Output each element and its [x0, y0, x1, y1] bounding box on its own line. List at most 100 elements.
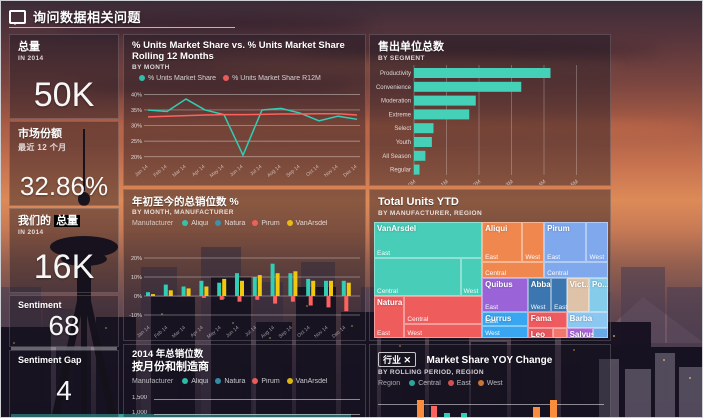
tile-title: 总量: [18, 41, 40, 53]
treemap-cell[interactable]: West: [586, 222, 608, 263]
svg-text:30%: 30%: [131, 124, 142, 130]
tile-column-chart[interactable]: 年初至今的总销位数 % BY MONTH, MANUFACTURER Manuf…: [123, 189, 366, 341]
treemap-cell[interactable]: Aliqui East: [482, 222, 523, 263]
tile-market-share-yoy[interactable]: 行业 ✕ Market Share YOY Change BY ROLLING …: [369, 344, 611, 417]
svg-text:Sep 14: Sep 14: [278, 325, 294, 340]
treemap-cell-region: East: [485, 254, 499, 262]
yoy-bar[interactable]: [550, 400, 557, 417]
svg-text:Apr 14: Apr 14: [191, 164, 206, 178]
svg-text:Productivity: Productivity: [380, 71, 411, 77]
cloud: [301, 43, 661, 57]
yoy-bar[interactable]: [417, 400, 424, 417]
treemap-cell[interactable]: Central: [404, 296, 483, 324]
kpi-value: 4: [56, 375, 72, 407]
legend-label: East: [456, 380, 471, 387]
column-chart[interactable]: 20% 10% 0% -10% Jan 14 Feb 14 Mar 14 Apr 14 May …: [128, 240, 363, 340]
column-bar: [311, 280, 316, 296]
qa-underline: [9, 27, 235, 28]
treemap-cell[interactable]: [553, 327, 567, 338]
treemap-cell[interactable]: Vict...: [566, 278, 590, 312]
column-bar: [257, 275, 262, 296]
column-bar: [163, 284, 168, 296]
legend-dot: [409, 380, 416, 387]
treemap-cell[interactable]: Central: [544, 262, 608, 279]
treemap-cell[interactable]: VanArsdel East: [374, 222, 483, 258]
treemap-cell-name: Vict...: [569, 280, 590, 290]
treemap-cell[interactable]: East: [551, 278, 567, 312]
treemap-cell-name: Abbas: [530, 280, 551, 290]
treemap-cell-region: West: [530, 304, 546, 311]
gridline: [154, 414, 360, 415]
column-bar: [151, 294, 155, 296]
treemap-cell-region: East: [377, 249, 391, 257]
column-bar: [201, 296, 206, 298]
yoy-bar[interactable]: [461, 413, 467, 417]
treemap-cell-region: West: [589, 254, 605, 262]
yoy-bar[interactable]: [533, 407, 540, 417]
svg-text:Dec 14: Dec 14: [331, 325, 347, 340]
chart-title: Market Share YOY Change: [426, 355, 553, 366]
treemap-cell[interactable]: Abbas West: [527, 278, 552, 312]
legend-label: Pirum: [261, 220, 280, 228]
column-bar: [217, 282, 222, 296]
svg-text:0.4M: 0.4M: [534, 179, 548, 185]
treemap-cell[interactable]: Salvus: [566, 327, 594, 338]
speech-bubble-icon: [9, 9, 26, 25]
treemap-cell[interactable]: Fama: [527, 312, 567, 328]
svg-text:Moderation: Moderation: [381, 99, 411, 105]
chart-title: % Units Market Share vs. % Units Market …: [132, 40, 345, 62]
treemap-cell[interactable]: West: [404, 323, 483, 338]
legend-label: % Units Market Share: [148, 74, 217, 82]
svg-text:0.5M: 0.5M: [567, 179, 581, 185]
tile-sentiment-gap[interactable]: Sentiment Gap 4: [9, 350, 119, 417]
yoy-bar[interactable]: [444, 413, 450, 417]
tile-2014-total-units[interactable]: 2014 年总销位数 按月份和制造商 Manufacturer Aliqui Nat…: [123, 344, 366, 417]
tile-line-chart[interactable]: % Units Market Share vs. % Units Market …: [123, 34, 366, 186]
treemap-plot[interactable]: VanArsdel East Central West Natura East Centra…: [374, 222, 608, 338]
yoy-bar[interactable]: [431, 406, 437, 417]
industry-filter-chip[interactable]: 行业 ✕: [378, 352, 417, 367]
tile-treemap[interactable]: Total Units YTD BY MANUFACTURER, REGION …: [369, 189, 611, 341]
tile-sentiment[interactable]: Sentiment 68: [9, 295, 119, 347]
treemap-cell[interactable]: Central: [482, 262, 545, 279]
column-bar: [344, 296, 349, 312]
treemap-cell-region: East: [554, 304, 567, 311]
tile-units-by-segment[interactable]: 售出单位总数 BY SEGMENT 0.0M0.1M0.2M0.3M0.4M0.…: [369, 34, 611, 186]
column-bar: [329, 280, 333, 296]
svg-text:Feb 14: Feb 14: [153, 325, 169, 340]
qa-bar[interactable]: 询问数据相关问题: [9, 7, 141, 26]
treemap-cell-name: Leo: [530, 329, 545, 338]
segment-bar: [414, 95, 476, 106]
treemap-cell-region: East: [377, 329, 391, 337]
treemap-cell[interactable]: Quibus East: [482, 278, 528, 312]
chart-title: 2014 年总销位数: [132, 349, 204, 360]
treemap-cell[interactable]: Pirum East: [544, 222, 587, 263]
tile-market-share[interactable]: 市场份额 最近 12 个月 32.86%: [9, 121, 119, 206]
legend-dot: [223, 75, 230, 81]
column-bar: [308, 296, 313, 306]
svg-text:10%: 10%: [131, 275, 142, 281]
legend-label: VanArsdel: [295, 377, 328, 385]
treemap-cell[interactable]: Currus East: [482, 312, 528, 326]
segment-bar: [414, 123, 434, 134]
treemap-cell[interactable]: Leo: [527, 327, 554, 338]
treemap-cell[interactable]: Barba: [566, 312, 608, 328]
city-skyline: [1, 247, 702, 417]
treemap-cell[interactable]: Natura East: [374, 296, 405, 338]
svg-text:Dec 14: Dec 14: [342, 164, 358, 179]
cloud: [51, 15, 371, 33]
tile-total-units[interactable]: 总量 IN 2014 50K: [9, 34, 119, 119]
treemap-cell[interactable]: West: [522, 222, 545, 263]
tile-our-total[interactable]: 我们的 总量 IN 2014 16K: [9, 208, 119, 293]
legend-label: Natura: [224, 220, 246, 228]
treemap-cell[interactable]: West: [460, 257, 483, 296]
segment-bar-chart[interactable]: 0.0M 0.1M 0.2M 0.3M 0.4M 0.5M Productivity Conv…: [374, 63, 608, 185]
gridline-label: 1,000: [132, 410, 148, 416]
treemap-cell[interactable]: [593, 327, 608, 338]
treemap-cell[interactable]: West: [482, 325, 528, 338]
treemap-cell[interactable]: Po...: [589, 278, 608, 312]
qa-label[interactable]: 询问数据相关问题: [33, 10, 142, 25]
line-chart[interactable]: 40% 35% 30% 25% 20% Jan 14 Feb 14 Mar 14 Apr 14 M…: [128, 83, 363, 185]
treemap-cell[interactable]: Central: [374, 257, 461, 296]
